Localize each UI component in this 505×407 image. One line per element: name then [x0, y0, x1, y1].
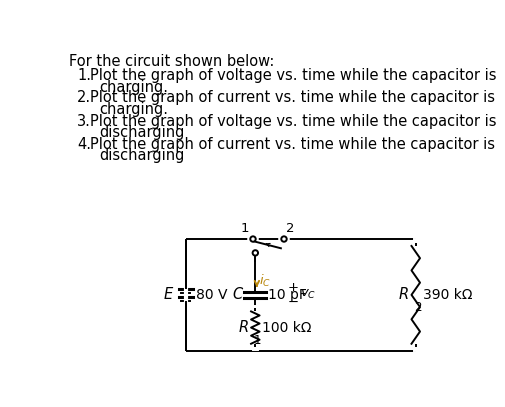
- Text: 10 pF: 10 pF: [269, 288, 308, 302]
- Text: R: R: [398, 287, 409, 302]
- Text: discharging: discharging: [99, 148, 184, 163]
- Text: 1: 1: [240, 222, 249, 235]
- Text: Plot the graph of current vs. time while the capacitor is: Plot the graph of current vs. time while…: [90, 90, 495, 105]
- Text: C: C: [232, 287, 242, 302]
- Circle shape: [250, 236, 256, 242]
- Text: $i_C$: $i_C$: [259, 274, 271, 289]
- Text: 1.: 1.: [77, 68, 91, 83]
- Text: 80 V: 80 V: [195, 288, 227, 302]
- Text: discharging: discharging: [99, 125, 184, 140]
- Text: $v_C$: $v_C$: [299, 288, 316, 302]
- Circle shape: [281, 236, 287, 242]
- Text: 1: 1: [254, 334, 261, 347]
- Text: 390 kΩ: 390 kΩ: [423, 288, 472, 302]
- Circle shape: [252, 250, 258, 256]
- Text: +: +: [288, 281, 299, 294]
- Text: 2: 2: [414, 301, 422, 314]
- Text: 4.: 4.: [77, 137, 91, 152]
- Text: charging.: charging.: [99, 80, 168, 95]
- Text: 3.: 3.: [77, 114, 91, 129]
- Text: −: −: [288, 296, 299, 309]
- Text: Plot the graph of voltage vs. time while the capacitor is: Plot the graph of voltage vs. time while…: [90, 68, 497, 83]
- Text: R: R: [238, 320, 248, 335]
- Text: Plot the graph of voltage vs. time while the capacitor is: Plot the graph of voltage vs. time while…: [90, 114, 497, 129]
- Text: 2: 2: [285, 222, 294, 235]
- Text: E: E: [164, 287, 173, 302]
- Text: 100 kΩ: 100 kΩ: [262, 321, 312, 335]
- Text: charging.: charging.: [99, 102, 168, 117]
- Text: Plot the graph of current vs. time while the capacitor is: Plot the graph of current vs. time while…: [90, 137, 495, 152]
- Text: 2.: 2.: [77, 90, 91, 105]
- Text: For the circuit shown below:: For the circuit shown below:: [69, 54, 274, 69]
